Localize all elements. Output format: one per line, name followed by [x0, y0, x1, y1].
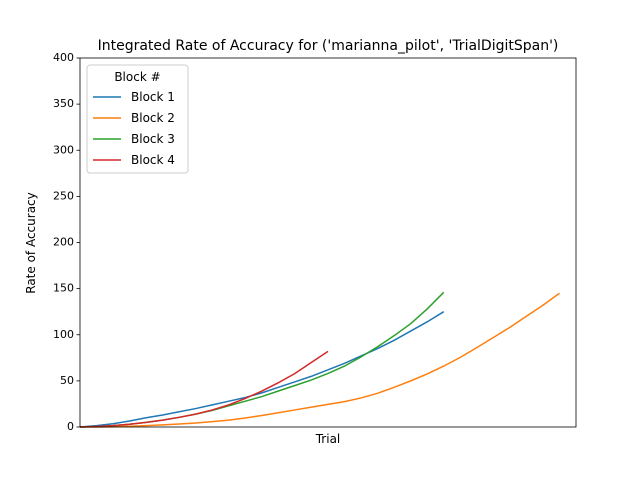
- y-tick-label: 50: [60, 374, 74, 387]
- legend-label: Block 4: [131, 153, 175, 167]
- line-series: [79, 311, 445, 428]
- y-tick-label: 300: [53, 143, 74, 156]
- legend-title: Block #: [114, 70, 160, 84]
- axes-frame: [79, 57, 577, 428]
- legend: Block # Block 1 Block 2 Block 3 Block 4: [86, 64, 189, 174]
- y-tick-label: 350: [53, 97, 74, 110]
- legend-box: [86, 64, 189, 174]
- line-series: [80, 292, 560, 428]
- legend-label: Block 3: [131, 132, 175, 146]
- y-tick-label: 250: [53, 189, 74, 202]
- line-series: [79, 350, 329, 428]
- legend-label: Block 2: [131, 111, 175, 125]
- y-tick-label: 200: [53, 236, 74, 249]
- y-tick-label: 150: [53, 282, 74, 295]
- y-tick-label: 0: [67, 420, 74, 433]
- chart-title: Integrated Rate of Accuracy for ('marian…: [98, 38, 559, 54]
- x-axis-label: Trial: [315, 432, 341, 446]
- y-axis-label: Rate of Accuracy: [24, 192, 38, 294]
- y-tick-label: 400: [53, 51, 74, 64]
- legend-label: Block 1: [131, 90, 175, 104]
- y-tick-label: 100: [53, 328, 74, 341]
